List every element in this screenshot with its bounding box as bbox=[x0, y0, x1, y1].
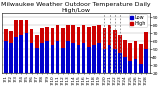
Legend: Low, High: Low, High bbox=[129, 14, 147, 27]
Bar bbox=[45, 27, 49, 87]
Bar bbox=[51, 45, 54, 87]
Bar bbox=[87, 47, 91, 87]
Bar bbox=[25, 20, 28, 87]
Bar bbox=[71, 25, 75, 87]
Bar bbox=[35, 48, 39, 87]
Bar bbox=[82, 25, 85, 87]
Bar bbox=[56, 25, 60, 87]
Bar bbox=[118, 53, 122, 87]
Bar bbox=[4, 41, 8, 87]
Bar bbox=[87, 27, 91, 87]
Bar bbox=[103, 49, 106, 87]
Bar bbox=[108, 25, 111, 87]
Bar bbox=[40, 43, 44, 87]
Bar bbox=[123, 40, 127, 87]
Bar bbox=[45, 41, 49, 87]
Bar bbox=[113, 30, 116, 87]
Bar bbox=[77, 27, 80, 87]
Bar bbox=[144, 49, 148, 87]
Bar bbox=[113, 49, 116, 87]
Title: Milwaukee Weather Outdoor Temperature Daily High/Low: Milwaukee Weather Outdoor Temperature Da… bbox=[1, 2, 151, 13]
Bar bbox=[51, 28, 54, 87]
Bar bbox=[71, 43, 75, 87]
Bar bbox=[144, 32, 148, 87]
Bar bbox=[20, 20, 23, 87]
Bar bbox=[66, 25, 70, 87]
Bar bbox=[103, 28, 106, 87]
Bar bbox=[82, 43, 85, 87]
Bar bbox=[92, 45, 96, 87]
Bar bbox=[20, 35, 23, 87]
Bar bbox=[123, 57, 127, 87]
Bar bbox=[56, 41, 60, 87]
Bar bbox=[128, 43, 132, 87]
Bar bbox=[97, 25, 101, 87]
Bar bbox=[108, 45, 111, 87]
Bar bbox=[139, 44, 143, 87]
Bar bbox=[128, 61, 132, 87]
Bar bbox=[14, 20, 18, 87]
Bar bbox=[139, 64, 143, 87]
Bar bbox=[61, 48, 65, 87]
Bar bbox=[118, 35, 122, 87]
Bar bbox=[134, 41, 137, 87]
Bar bbox=[4, 29, 8, 87]
Bar bbox=[30, 29, 33, 87]
Bar bbox=[92, 26, 96, 87]
Bar bbox=[66, 41, 70, 87]
Bar bbox=[134, 59, 137, 87]
Bar bbox=[14, 37, 18, 87]
Bar bbox=[97, 43, 101, 87]
Bar bbox=[61, 28, 65, 87]
Bar bbox=[9, 31, 13, 87]
Bar bbox=[9, 43, 13, 87]
Bar bbox=[25, 33, 28, 87]
Bar bbox=[35, 35, 39, 87]
Bar bbox=[40, 28, 44, 87]
Bar bbox=[30, 43, 33, 87]
Bar bbox=[77, 45, 80, 87]
